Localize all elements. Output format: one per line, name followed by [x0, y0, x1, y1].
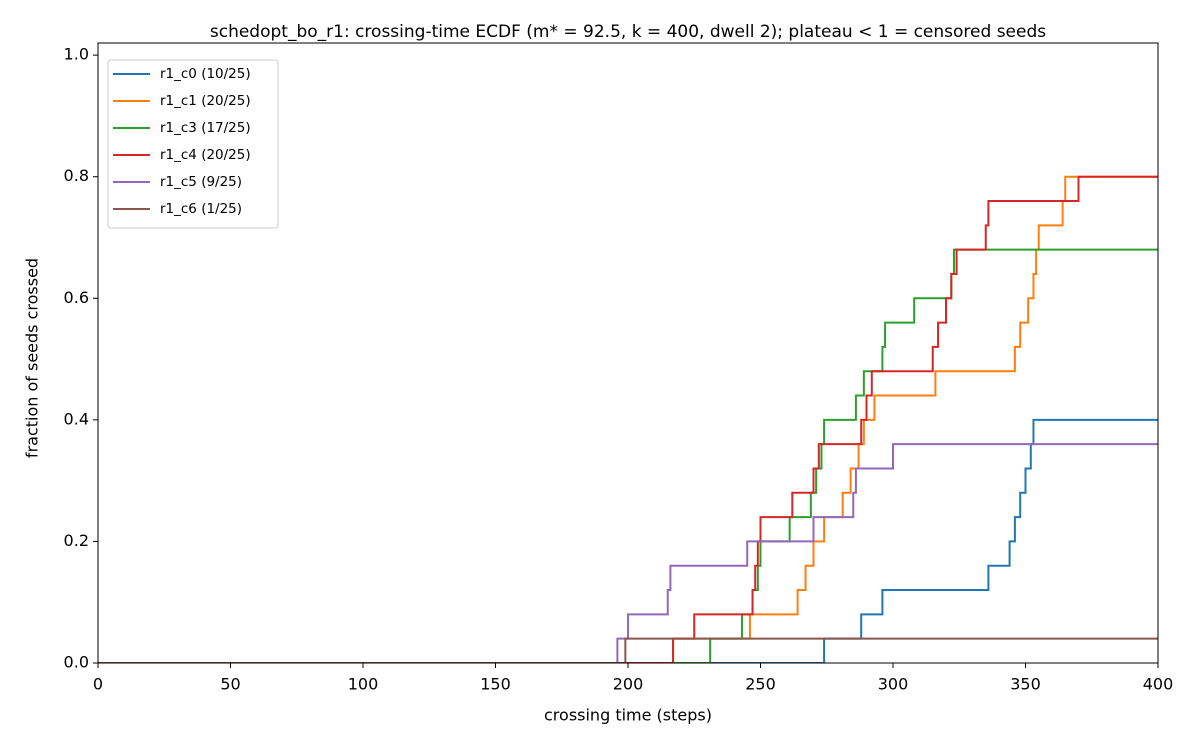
x-tick-label: 150 — [480, 675, 511, 694]
legend-box — [107, 59, 279, 229]
x-tick-label: 350 — [1010, 675, 1041, 694]
legend-label: r1_c6 (1/25) — [160, 201, 242, 217]
x-tick-label: 0 — [93, 675, 103, 694]
ecdf-line — [98, 443, 1158, 663]
y-tick-label: 0.2 — [64, 531, 89, 550]
y-tick-label: 0.4 — [64, 409, 89, 428]
ecdf-line — [98, 175, 1158, 663]
x-tick-label: 250 — [745, 675, 776, 694]
x-tick-label: 400 — [1143, 675, 1174, 694]
y-tick-label: 0.8 — [64, 166, 89, 185]
ecdf-line — [98, 248, 1158, 663]
legend: r1_c0 (10/25) r1_c1 (20/25) r1_c3 (17/25) r… — [107, 59, 279, 229]
y-tick-label: 0.0 — [64, 653, 89, 672]
ecdf-line — [98, 637, 1158, 663]
legend-label: r1_c1 (20/25) — [160, 93, 251, 109]
y-tick-label: 0.6 — [64, 288, 89, 307]
legend-label: r1_c4 (20/25) — [160, 147, 251, 163]
legend-label: r1_c5 (9/25) — [160, 174, 242, 190]
x-tick-label: 50 — [220, 675, 240, 694]
y-axis-label: fraction of seeds crossed — [23, 258, 42, 458]
x-tick-label: 100 — [348, 675, 379, 694]
legend-label: r1_c0 (10/25) — [160, 66, 251, 82]
chart-title: schedopt_bo_r1: crossing-time ECDF (m* =… — [210, 22, 1046, 42]
plot-frame — [97, 42, 1159, 664]
y-tick-label: 1.0 — [64, 45, 89, 64]
x-tick-label: 300 — [878, 675, 909, 694]
x-tick-label: 200 — [613, 675, 644, 694]
x-axis-label: crossing time (steps) — [544, 706, 712, 725]
legend-label: r1_c3 (17/25) — [160, 120, 251, 136]
ecdf-line — [98, 418, 1158, 663]
